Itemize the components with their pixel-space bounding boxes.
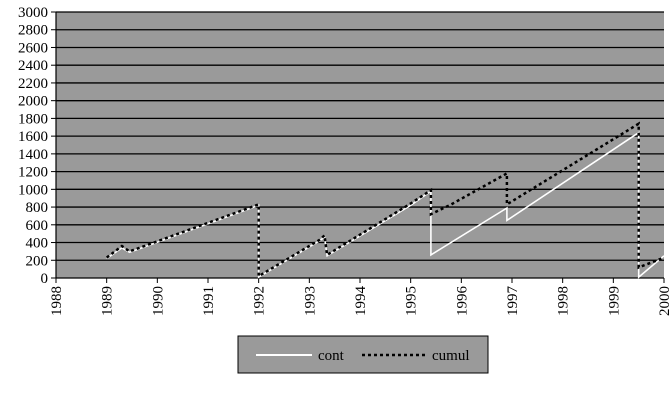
x-tick-label: 1995	[404, 286, 420, 316]
plot-area	[56, 12, 664, 278]
y-tick-label: 2400	[18, 58, 48, 74]
legend-label-cumul: cumul	[432, 348, 470, 364]
x-tick-label: 1991	[201, 286, 217, 316]
y-axis: 0200400600800100012001400160018002000220…	[18, 5, 57, 287]
legend: cont cumul	[237, 335, 489, 374]
y-tick-label: 0	[41, 271, 49, 287]
x-tick-label: 2000	[657, 286, 672, 316]
x-tick-label: 1998	[556, 286, 572, 316]
series-lines	[105, 121, 665, 279]
y-tick-label: 2800	[18, 23, 48, 39]
series-line-cumul	[105, 121, 665, 279]
x-tick-label: 1993	[302, 286, 318, 316]
x-tick-label: 1990	[150, 286, 166, 316]
y-tick-label: 1600	[18, 129, 48, 145]
y-tick-label: 600	[26, 218, 49, 234]
y-tick-label: 2600	[18, 40, 48, 56]
y-tick-label: 1200	[18, 165, 48, 181]
x-tick-label: 1988	[49, 286, 65, 316]
y-tick-label: 1400	[18, 147, 48, 163]
x-axis: 1988 1989 1990 1991 1992 1993 1994 1995 1996 1997…	[49, 277, 672, 317]
x-tick-label: 1997	[505, 286, 521, 317]
y-tick-label: 1800	[18, 111, 48, 127]
x-tick-label: 1999	[606, 286, 622, 316]
x-tick-label: 1989	[100, 286, 116, 316]
y-tick-label: 3000	[18, 5, 48, 21]
y-tick-label: 800	[26, 200, 49, 216]
gridlines	[56, 11, 664, 261]
y-tick-label: 400	[26, 236, 49, 252]
y-tick-label: 1000	[18, 182, 48, 198]
y-tick-label: 200	[26, 253, 49, 269]
legend-label-cont: cont	[318, 348, 345, 364]
y-tick-label: 2200	[18, 76, 48, 92]
series-line-cont	[106, 131, 665, 279]
x-tick-label: 1994	[353, 286, 369, 317]
x-tick-label: 1992	[252, 286, 268, 316]
x-tick-label: 1996	[454, 286, 470, 317]
y-tick-label: 2000	[18, 94, 48, 110]
